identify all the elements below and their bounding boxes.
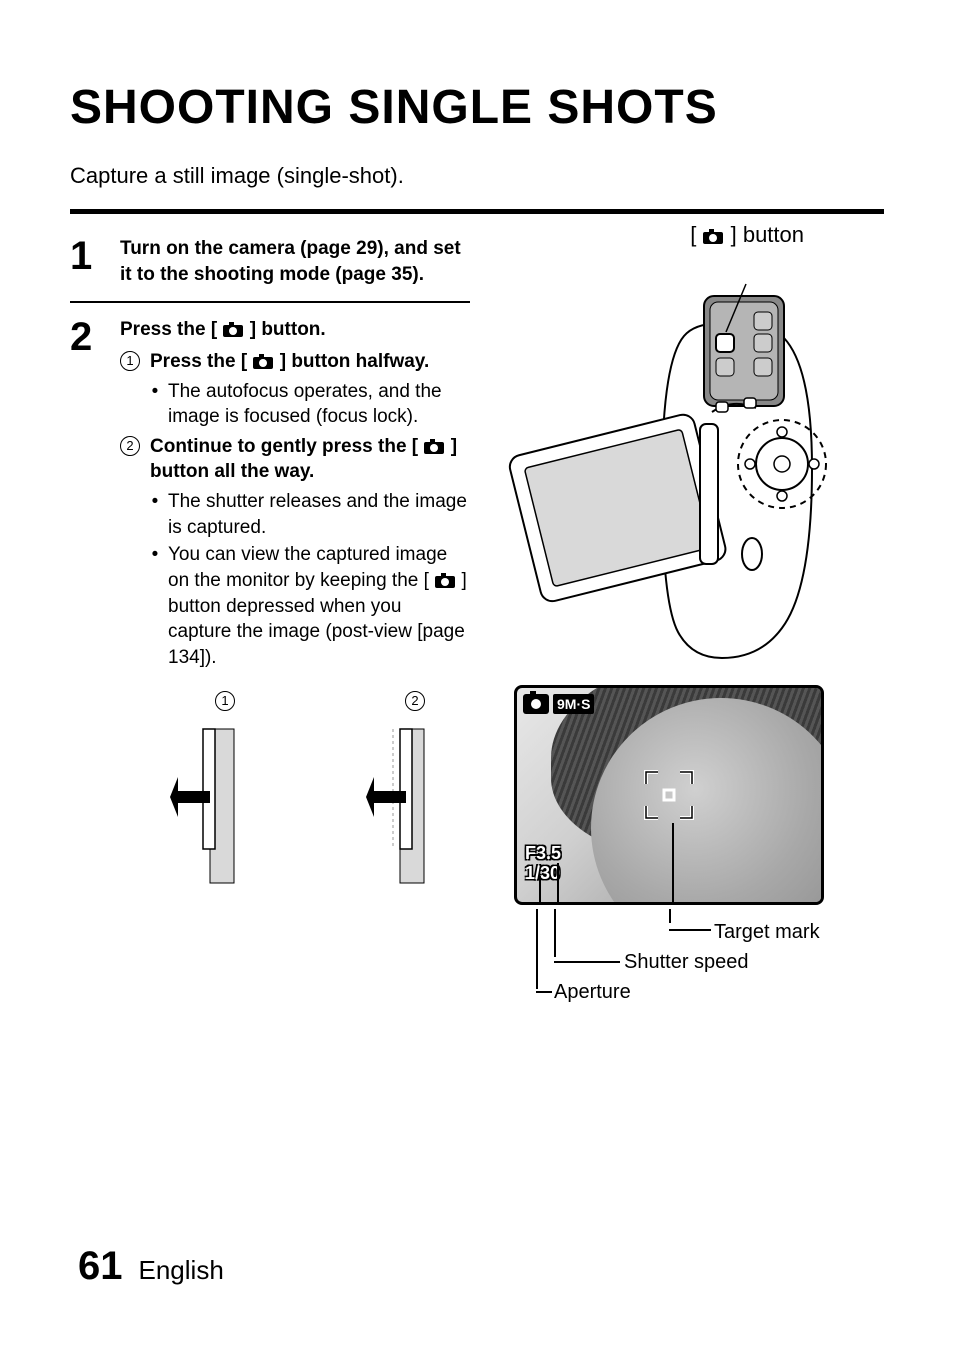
bullet: • You can view the captured image on the… bbox=[150, 542, 470, 670]
substep-2: 2 Continue to gently press the [ ] butto… bbox=[120, 434, 470, 671]
button-press-diagrams: 1 2 bbox=[170, 689, 470, 891]
leader-target bbox=[672, 823, 674, 905]
btn-label-post: ] button bbox=[731, 222, 804, 247]
leader-target-h bbox=[669, 929, 711, 931]
circled-1-icon: 1 bbox=[120, 351, 140, 371]
substep-1: 1 Press the [ ] button halfway. bbox=[120, 349, 470, 430]
leader-aperture-ext bbox=[536, 909, 538, 989]
step-2-body: Press the [ ] button. 1 Press the [ bbox=[120, 317, 470, 890]
step-1-number: 1 bbox=[70, 236, 104, 287]
camera-icon bbox=[434, 570, 456, 586]
step-2-number: 2 bbox=[70, 317, 104, 890]
step-1: 1 Turn on the camera (page 29), and set … bbox=[70, 222, 470, 303]
substep-2-head: Continue to gently press the [ ] button … bbox=[150, 436, 457, 483]
focus-target-icon bbox=[644, 770, 694, 820]
bullet-dot-icon: • bbox=[150, 542, 160, 670]
page-footer: 61 English bbox=[78, 1244, 224, 1289]
btn-label-pre: [ bbox=[690, 222, 696, 247]
page-number: 61 bbox=[78, 1244, 123, 1289]
page-subtitle: Capture a still image (single-shot). bbox=[70, 163, 884, 189]
leader-aperture bbox=[539, 876, 541, 905]
step-2: 2 Press the [ ] button. 1 Press the [ bbox=[70, 303, 470, 904]
right-column: [ ] button bbox=[494, 222, 884, 1015]
label-shutter-speed: Shutter speed bbox=[624, 951, 749, 974]
bullet-text: The autofocus operates, and the image is… bbox=[168, 379, 470, 430]
substep-1-pre: Press the [ bbox=[150, 351, 247, 372]
bullet-text: The shutter releases and the image is ca… bbox=[168, 489, 470, 540]
substep-1-post: ] button halfway. bbox=[280, 351, 430, 372]
divider bbox=[70, 209, 884, 214]
page-language: English bbox=[139, 1255, 224, 1286]
content-row: 1 Turn on the camera (page 29), and set … bbox=[70, 222, 884, 1015]
camera-mode-icon bbox=[523, 694, 549, 714]
page-title: SHOOTING SINGLE SHOTS bbox=[70, 80, 884, 135]
substep-2-bullets: • The shutter releases and the image is … bbox=[150, 489, 470, 670]
diagram-fullpress: 2 bbox=[360, 689, 470, 891]
substep-1-body: Press the [ ] button halfway. • The auto… bbox=[150, 349, 470, 430]
leader-shutter-h bbox=[554, 961, 620, 963]
diagram-halfway: 1 bbox=[170, 689, 280, 891]
bullet-text: You can view the captured image on the m… bbox=[168, 542, 470, 670]
callout-labels: Target mark Shutter speed Aperture bbox=[514, 915, 884, 1015]
camera-icon bbox=[702, 224, 724, 240]
step-1-text: Turn on the camera (page 29), and set it… bbox=[120, 236, 470, 287]
bullet-dot-icon: • bbox=[150, 379, 160, 430]
osd-top-row: 9M·S bbox=[523, 694, 594, 714]
label-aperture: Aperture bbox=[554, 981, 631, 1004]
circled-2-icon: 2 bbox=[405, 691, 425, 711]
bullet-text-pre: You can view the captured image on the m… bbox=[168, 544, 447, 591]
camera-icon bbox=[252, 351, 274, 367]
osd-exposure: F3.5 1/30 bbox=[525, 843, 561, 884]
leader-shutter-ext bbox=[554, 909, 556, 957]
circled-1-icon: 1 bbox=[215, 691, 235, 711]
camera-icon bbox=[222, 319, 244, 335]
leader-aperture-tick bbox=[530, 854, 540, 856]
osd-shutter-value: 1/30 bbox=[525, 863, 561, 884]
label-target-mark: Target mark bbox=[714, 921, 820, 944]
camera-button-label: [ ] button bbox=[494, 222, 884, 248]
substep-2-body: Continue to gently press the [ ] button … bbox=[150, 434, 470, 671]
bullet-dot-icon: • bbox=[150, 489, 160, 540]
step-2-head-pre: Press the [ bbox=[120, 319, 217, 340]
leader-shutter bbox=[557, 863, 559, 905]
bullet: • The autofocus operates, and the image … bbox=[150, 379, 470, 430]
camera-device-illustration bbox=[494, 254, 854, 674]
lcd-preview: 9M·S F3.5 1/30 bbox=[514, 685, 824, 905]
left-column: 1 Turn on the camera (page 29), and set … bbox=[70, 222, 470, 1015]
full-press-icon bbox=[360, 721, 470, 891]
step-2-sublist: 1 Press the [ ] button halfway. bbox=[120, 349, 470, 671]
circled-2-icon: 2 bbox=[120, 436, 140, 456]
substep-1-head: Press the [ ] button halfway. bbox=[150, 351, 429, 372]
camera-icon bbox=[423, 436, 445, 452]
leader-aperture-h bbox=[536, 991, 552, 993]
substep-1-bullets: • The autofocus operates, and the image … bbox=[150, 379, 470, 430]
halfway-press-icon bbox=[170, 721, 280, 891]
osd-resolution: 9M·S bbox=[553, 694, 594, 714]
substep-2-pre: Continue to gently press the [ bbox=[150, 436, 418, 457]
step-2-head: Press the [ ] button. bbox=[120, 319, 326, 340]
step-2-head-post: ] button. bbox=[250, 319, 326, 340]
bullet: • The shutter releases and the image is … bbox=[150, 489, 470, 540]
leader-target-ext bbox=[669, 909, 671, 923]
osd-aperture-value: F3.5 bbox=[525, 843, 561, 864]
